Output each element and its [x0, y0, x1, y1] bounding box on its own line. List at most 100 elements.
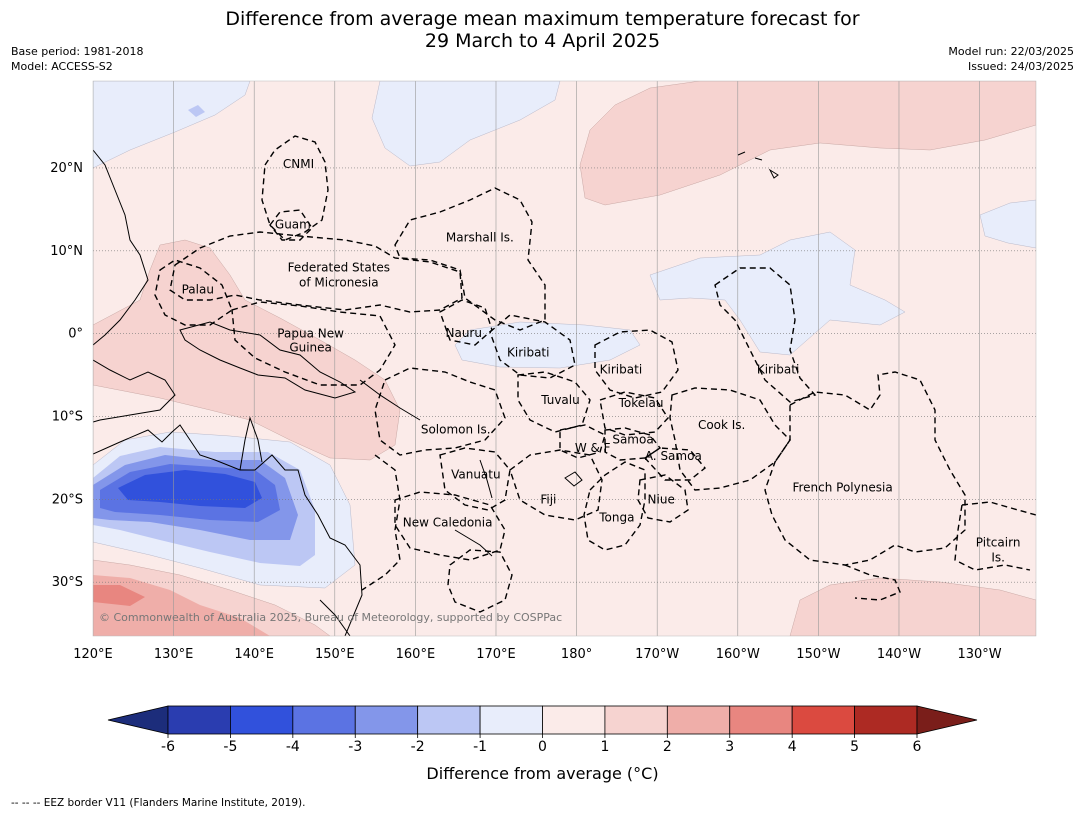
eez-french-poly-south — [844, 564, 901, 601]
meta-left: Base period: 1981-2018 Model: ACCESS-S2 — [11, 44, 143, 74]
region-label: of Micronesia — [299, 275, 379, 289]
anomaly-neg-northeast — [979, 199, 1036, 249]
eez-tonga — [583, 461, 646, 551]
fiji — [564, 471, 583, 487]
meta-right: Model run: 22/03/2025 Issued: 24/03/2025 — [948, 44, 1074, 74]
eez-wallis-futuna — [559, 424, 606, 459]
anomaly-pos-northeast — [579, 81, 1036, 206]
axis-labels: 120°E 130°E 140°E 150°E 160°E 170°E 180° 170°W 1… — [50, 161, 1002, 662]
lon-tick-label: 130°E — [154, 647, 194, 662]
anomaly-pos-2-3 — [93, 575, 270, 636]
eez-vanuatu — [439, 447, 511, 511]
anomaly-pos-palau-png — [93, 239, 401, 461]
eez-cook — [669, 387, 791, 491]
lon-tick-label: 120°E — [73, 647, 113, 662]
eez-french-polynesia — [764, 371, 966, 566]
anomaly-pos-3-4 — [93, 585, 145, 606]
lon-tick-label: 150°W — [796, 647, 840, 662]
region-label: Guam — [275, 217, 311, 231]
colorbar-segment — [230, 705, 294, 735]
colorbar-tick-label: -5 — [223, 739, 237, 755]
region-label: Kiribati — [507, 346, 549, 360]
lat-tick-label: 20°N — [50, 161, 83, 176]
hawaii — [737, 151, 779, 179]
eez-fsm — [169, 231, 463, 313]
anomaly-neg-north-west-small — [188, 105, 205, 117]
colorbar-tick-label: -2 — [411, 739, 425, 755]
lon-tick-label: 130°W — [957, 647, 1001, 662]
title-line-2: 29 March to 4 April 2025 — [424, 30, 661, 52]
colorbar-extend-high — [916, 705, 978, 735]
borneo-indonesia — [93, 359, 176, 423]
colorbar-segment — [292, 705, 356, 735]
map-frame — [92, 80, 1037, 637]
eez-american-samoa — [643, 447, 706, 481]
region-label: Pitcairn — [976, 535, 1021, 549]
eez-footnote: -- -- -- EEZ border V11 (Flanders Marine… — [11, 797, 306, 809]
lon-tick-label: 180° — [561, 647, 592, 662]
eez-samoa — [604, 427, 662, 461]
model-run: Model run: 22/03/2025 — [948, 45, 1074, 58]
eez-solomon — [374, 367, 506, 456]
region-label: Guinea — [289, 341, 332, 355]
region-label: Niue — [648, 492, 675, 506]
cape-york — [239, 416, 263, 471]
region-label: Nauru — [446, 326, 482, 340]
eez-niue — [637, 474, 689, 523]
lon-tick-label: 170°W — [635, 647, 679, 662]
colorbar-segment — [854, 705, 918, 735]
anomaly-neg-equatorial-east — [649, 231, 906, 356]
lon-tick-label: 170°E — [476, 647, 516, 662]
region-label: Samoa — [612, 433, 653, 447]
lon-tick-label: 140°W — [877, 647, 921, 662]
eez-guam — [269, 209, 313, 241]
australia-coast — [93, 424, 363, 636]
region-label: Marshall Is. — [446, 231, 514, 245]
eez-cnmi — [261, 135, 329, 241]
colorbar-tick-label: -4 — [286, 739, 300, 755]
region-label: Tokelau — [618, 396, 664, 410]
eez-borders — [154, 135, 1036, 613]
lon-tick-label: 140°E — [234, 647, 274, 662]
region-label: A. Samoa — [645, 449, 702, 463]
colorbar-segment — [666, 705, 731, 735]
colorbar-label: Difference from average (°C) — [426, 764, 659, 783]
eez-marshall — [394, 187, 546, 331]
region-label: Fiji — [540, 492, 556, 506]
lat-tick-label: 0° — [68, 327, 83, 342]
colorbar-segment — [729, 705, 793, 735]
colorbar-segment — [479, 705, 543, 735]
colorbar-segment — [791, 705, 855, 735]
anomaly-neg-4-5 — [118, 470, 262, 508]
lon-tick-label: 160°W — [716, 647, 760, 662]
region-label: Palau — [182, 283, 214, 297]
colorbar-tick-label: -1 — [473, 739, 487, 755]
region-label: Solomon Is. — [421, 423, 491, 437]
eez-pitcairn — [954, 501, 1036, 571]
colorbar-segment — [167, 705, 231, 735]
eez-kiribati-east — [714, 267, 817, 403]
region-label: Papua New — [277, 327, 344, 341]
colorbar-tick-label: 6 — [913, 739, 922, 755]
philippines-coast — [93, 149, 149, 346]
copyright-notice: © Commonwealth of Australia 2025, Bureau… — [99, 611, 562, 624]
colorbar-segment — [542, 705, 606, 735]
lat-tick-label: 30°S — [52, 575, 83, 590]
new-zealand-north — [319, 599, 351, 636]
colorbar-tick-label: 2 — [663, 739, 672, 755]
vanuatu — [479, 459, 493, 499]
region-label: Is. — [991, 550, 1005, 564]
colorbar-segment — [417, 705, 481, 735]
map-area: © Commonwealth of Australia 2025, Bureau… — [93, 81, 1036, 636]
colorbar-segment — [354, 705, 419, 735]
grid-lines — [93, 81, 1036, 636]
lon-tick-label: 160°E — [396, 647, 436, 662]
lat-tick-label: 10°N — [50, 244, 83, 259]
colorbar-segment — [604, 705, 668, 735]
title-line-1: Difference from average mean maximum tem… — [225, 8, 860, 30]
eez-fiji — [509, 449, 603, 521]
eez-coral-sea-aus — [361, 454, 401, 591]
anomaly-neg-north-central — [371, 81, 561, 167]
lon-tick-label: 150°E — [315, 647, 355, 662]
colorbar-tick-label: -3 — [348, 739, 362, 755]
